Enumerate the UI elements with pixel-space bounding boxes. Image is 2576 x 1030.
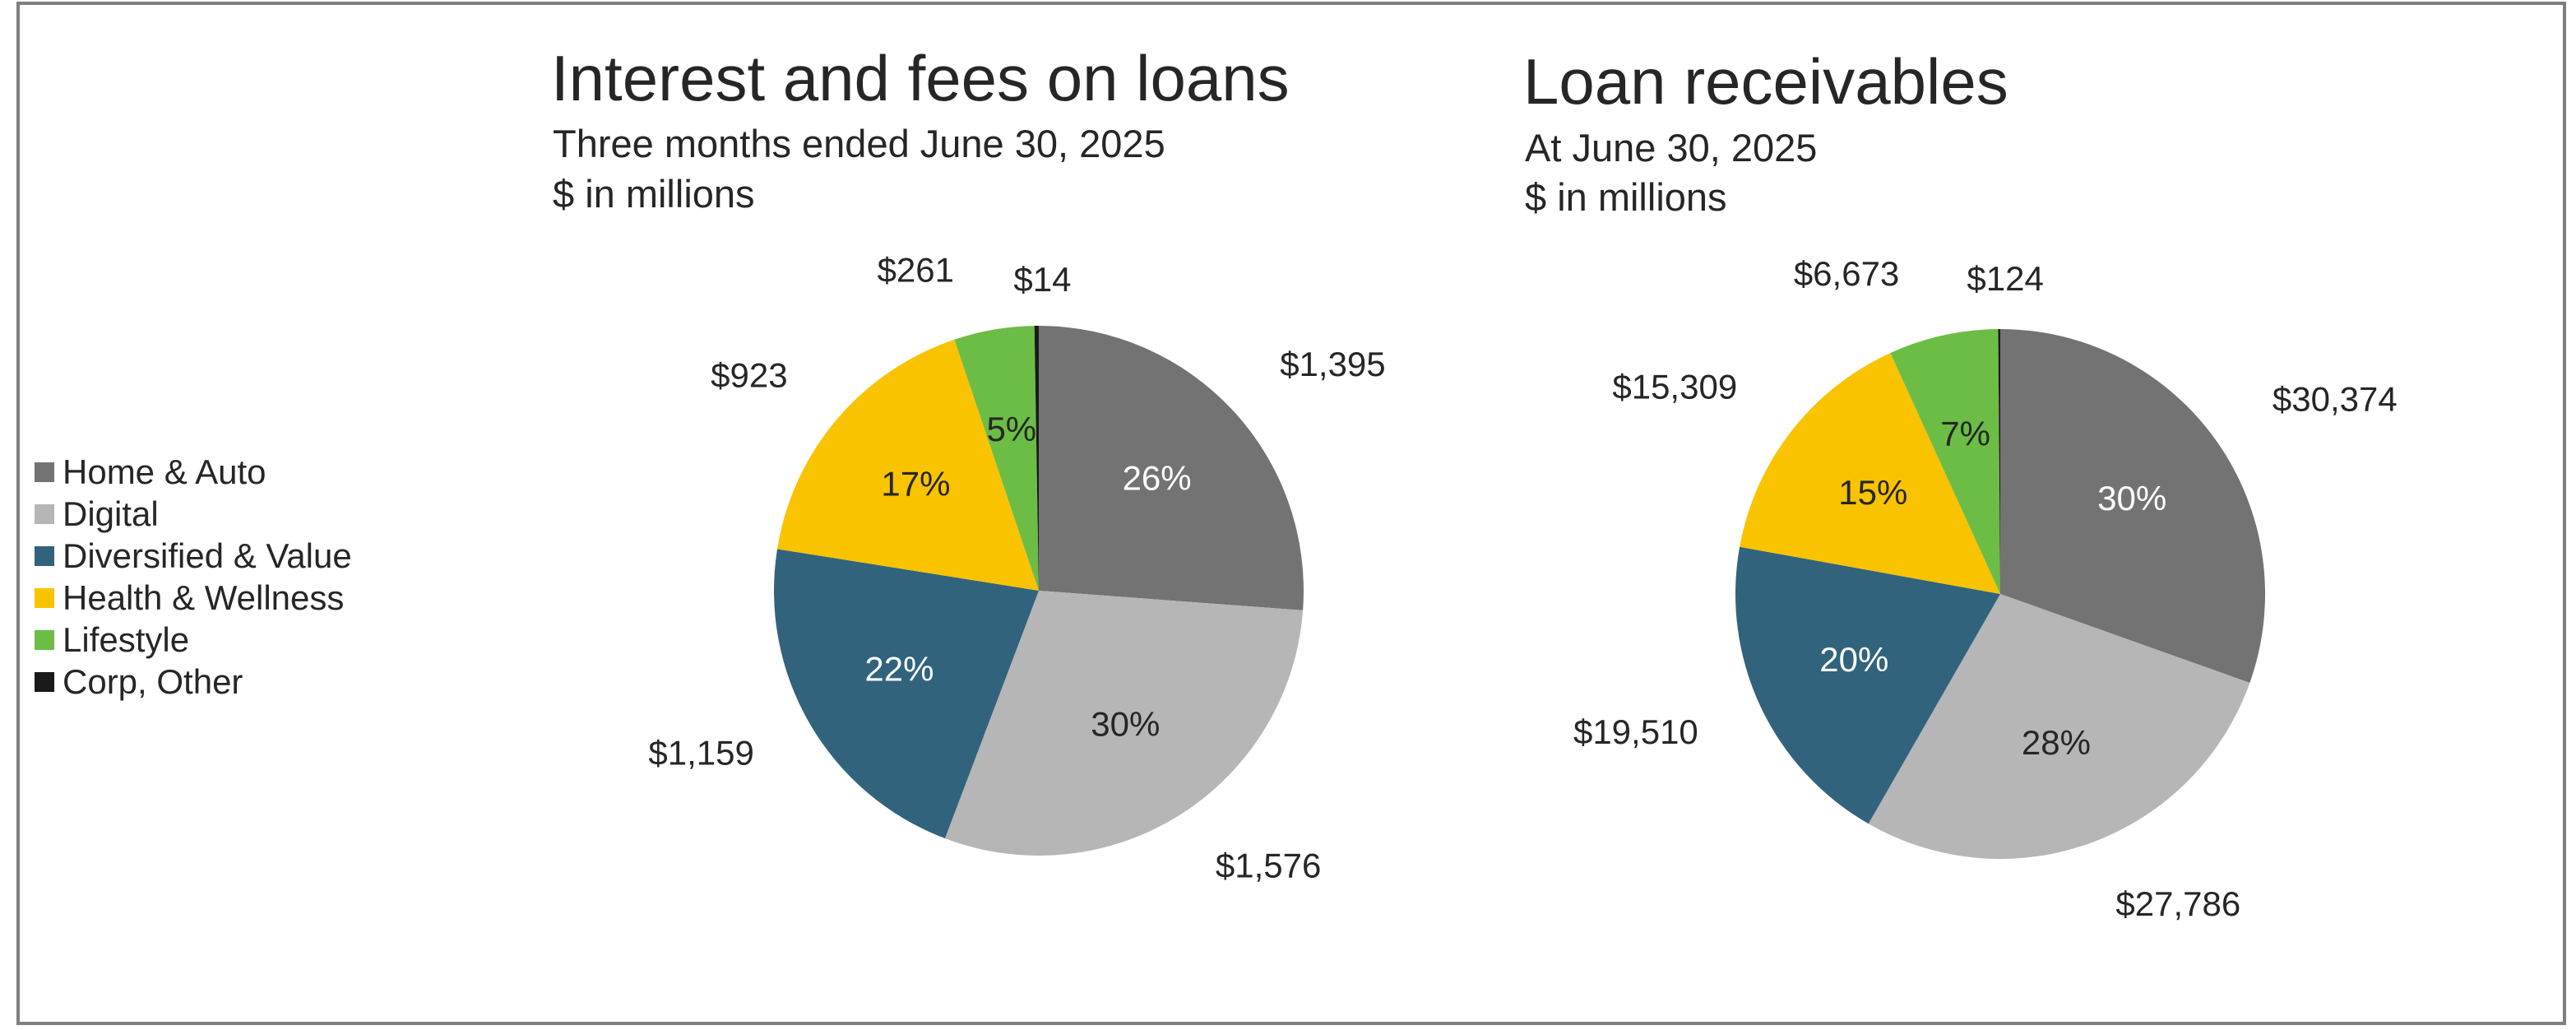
pie-slice-diversified-value <box>773 549 1039 839</box>
legend-swatch <box>35 545 54 566</box>
pie-value-label-digital: $1,576 <box>1216 846 1321 884</box>
pie-slice-corp-other <box>1998 329 2000 594</box>
pie-value-label-lifestyle: $261 <box>878 251 954 290</box>
pie-percent-label-digital: 30% <box>1091 704 1160 743</box>
legend-item-lifestyle: Lifestyle <box>35 619 352 661</box>
pie-percent-label-home-auto: 30% <box>2097 479 2166 517</box>
chart-1-unit: $ in millions <box>553 172 755 216</box>
legend-swatch <box>35 671 54 692</box>
pie-percent-label-diversified-value: 22% <box>864 649 934 688</box>
pie-slice-diversified-value <box>1735 546 2000 824</box>
pie-slice-health-wellness <box>777 339 1039 591</box>
legend: Home & Auto Digital Diversified & Value … <box>35 451 352 703</box>
legend-label: Corp, Other <box>63 661 243 701</box>
pie-percent-label-lifestyle: 5% <box>986 410 1036 448</box>
pie-percent-label-digital: 28% <box>2022 723 2091 762</box>
pie-percent-label-diversified-value: 20% <box>1819 640 1888 679</box>
legend-label: Health & Wellness <box>63 578 345 617</box>
pie-chart-interest-fees: 26% $1,395 30% $1,576 22% $1,159 17% $923 5% $261… <box>648 251 1385 885</box>
pie-value-label-health-wellness: $15,309 <box>1612 367 1737 406</box>
legend-swatch <box>35 503 54 524</box>
legend-item-health-wellness: Health & Wellness <box>35 577 352 619</box>
pie-value-label-diversified-value: $19,510 <box>1573 712 1698 751</box>
pie-value-label-health-wellness: $923 <box>711 356 787 395</box>
pie-slice-digital <box>944 591 1304 856</box>
legend-label: Home & Auto <box>63 452 266 491</box>
pie-slice-home-auto <box>2000 329 2266 683</box>
legend-label: Lifestyle <box>63 619 190 659</box>
pie-slice-corp-other <box>1034 325 1039 591</box>
pie-value-label-lifestyle: $6,673 <box>1794 254 1899 293</box>
pie-value-label-home-auto: $1,395 <box>1280 345 1385 383</box>
pie-slice-health-wellness <box>1740 353 2000 594</box>
chart-2-title: Loan receivables <box>1523 45 2008 118</box>
legend-label: Diversified & Value <box>63 536 352 575</box>
chart-2-subtitle: At June 30, 2025 <box>1525 126 1818 169</box>
pie-value-label-home-auto: $30,374 <box>2273 380 2398 419</box>
pie-value-label-corp-other: $124 <box>1967 259 2043 298</box>
legend-item-home-auto: Home & Auto <box>35 451 352 493</box>
pie-value-label-corp-other: $14 <box>1013 260 1071 299</box>
legend-swatch <box>35 629 54 650</box>
pie-slice-digital <box>1868 594 2250 859</box>
pie-slice-home-auto <box>1039 326 1304 610</box>
legend-item-digital: Digital <box>35 493 352 535</box>
pie-percent-label-health-wellness: 17% <box>881 464 950 503</box>
pie-value-label-diversified-value: $1,159 <box>648 734 753 772</box>
pie-percent-label-home-auto: 26% <box>1123 459 1192 498</box>
legend-swatch <box>35 587 54 608</box>
pie-value-label-digital: $27,786 <box>2115 884 2240 923</box>
pie-slice-lifestyle <box>1890 329 2000 594</box>
chart-2-unit: $ in millions <box>1525 175 1727 219</box>
chart-frame <box>16 2 2566 1025</box>
pie-percent-label-health-wellness: 15% <box>1838 473 1907 512</box>
pie-slice-lifestyle <box>954 326 1039 591</box>
chart-1-subtitle: Three months ended June 30, 2025 <box>553 122 1165 165</box>
chart-1-title: Interest and fees on loans <box>551 42 1290 114</box>
legend-item-diversified-value: Diversified & Value <box>35 535 352 577</box>
pie-percent-label-lifestyle: 7% <box>1940 415 1990 453</box>
legend-label: Digital <box>63 494 159 533</box>
legend-swatch <box>35 462 54 482</box>
pie-chart-loan-receivables: 30% $30,374 28% $27,786 20% $19,510 15% $15,309… <box>1573 254 2398 923</box>
legend-item-corp-other: Corp, Other <box>35 661 352 703</box>
